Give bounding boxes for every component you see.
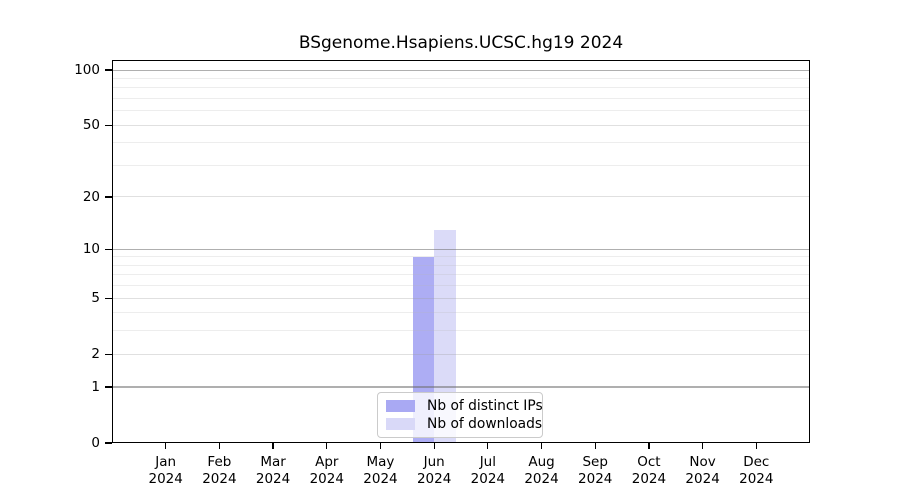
y-tick-label-20: 20 [82, 188, 100, 205]
y-tick-label-10: 10 [82, 241, 100, 258]
y-tick-label-0: 0 [91, 435, 100, 451]
gridline-4 [112, 312, 810, 314]
x-tick-nov [701, 443, 704, 449]
y-tick-100 [105, 69, 112, 71]
x-tick-label-aug: Aug 2024 [524, 454, 559, 487]
y-tick-label-5: 5 [91, 290, 100, 307]
x-tick-jan [165, 443, 167, 449]
y-tick-0 [105, 442, 112, 444]
x-tick-apr [326, 443, 328, 449]
gridline-70 [112, 97, 810, 99]
y-tick-label-1: 1 [91, 378, 100, 395]
gridline-80 [112, 87, 810, 89]
x-tick-label-sep: Sep 2024 [578, 454, 613, 487]
legend-row: Nb of downloads [386, 416, 542, 432]
y-tick-50 [105, 124, 112, 126]
y-tick-1 [105, 386, 112, 388]
x-tick-oct [648, 443, 650, 449]
x-tick-may [379, 443, 382, 449]
x-tick-label-jul: Jul 2024 [470, 454, 506, 487]
plot-area: 100 50 20 10 5 2 1 0 Jan 2024 Feb 2024 Mar 2024 Apr 202… [74, 60, 810, 487]
y-tick-label-50: 50 [82, 117, 100, 134]
chart-legend: Nb of distinct IPs Nb of downloads [377, 392, 543, 438]
x-tick-label-may: May 2024 [363, 454, 398, 487]
y-tick-label-2: 2 [91, 346, 100, 363]
x-tick-label-dec: Dec 2024 [739, 454, 774, 487]
x-tick-label-jan: Jan 2024 [148, 454, 183, 487]
gridline-100 [112, 69, 810, 71]
x-tick-label-oct: Oct 2024 [631, 454, 667, 487]
x-tick-label-apr: Apr 2024 [309, 454, 344, 487]
gridline-2 [112, 353, 810, 355]
legend-label-downloads: Nb of downloads [427, 416, 543, 432]
legend-swatch-downloads [386, 418, 415, 430]
x-tick-label-jun: Jun 2024 [416, 454, 452, 487]
gridline-10 [112, 248, 810, 250]
y-tick-2 [105, 353, 112, 355]
x-tick-mar [272, 443, 274, 449]
y-tick-label-100: 100 [74, 62, 100, 78]
y-tick-20 [105, 196, 112, 198]
x-tick-dec [755, 443, 757, 449]
legend-swatch-distinct-ips [386, 400, 415, 412]
gridline-7 [112, 274, 810, 276]
gridline-40 [112, 142, 810, 144]
x-tick-label-mar: Mar 2024 [255, 454, 291, 487]
gridline-90 [112, 77, 810, 79]
chart-title: BSgenome.Hsapiens.UCSC.hg19 2024 [298, 33, 624, 53]
y-tick-5 [105, 297, 112, 299]
x-tick-jul [487, 443, 489, 449]
y-tick-10 [105, 248, 112, 250]
gridline-5 [112, 297, 810, 299]
gridline-6 [112, 285, 810, 287]
gridline-9 [112, 256, 810, 258]
bar-downloads-jun [434, 229, 456, 443]
x-tick-label-feb: Feb 2024 [202, 454, 237, 487]
x-tick-feb [218, 443, 221, 449]
x-tick-sep [594, 443, 596, 449]
legend-row: Nb of distinct IPs [386, 398, 543, 414]
x-tick-aug [540, 443, 543, 449]
gridline-8 [112, 264, 810, 266]
gridline-3 [112, 330, 810, 332]
x-tick-jun [433, 443, 435, 449]
legend-label-distinct-ips: Nb of distinct IPs [427, 398, 543, 414]
grid-layer [112, 60, 810, 443]
gridline-1 [112, 386, 810, 388]
gridline-30 [112, 164, 810, 166]
gridline-50 [112, 124, 810, 126]
gridline-60 [112, 110, 810, 112]
gridline-20 [112, 196, 810, 198]
x-tick-label-nov: Nov 2024 [685, 454, 720, 487]
